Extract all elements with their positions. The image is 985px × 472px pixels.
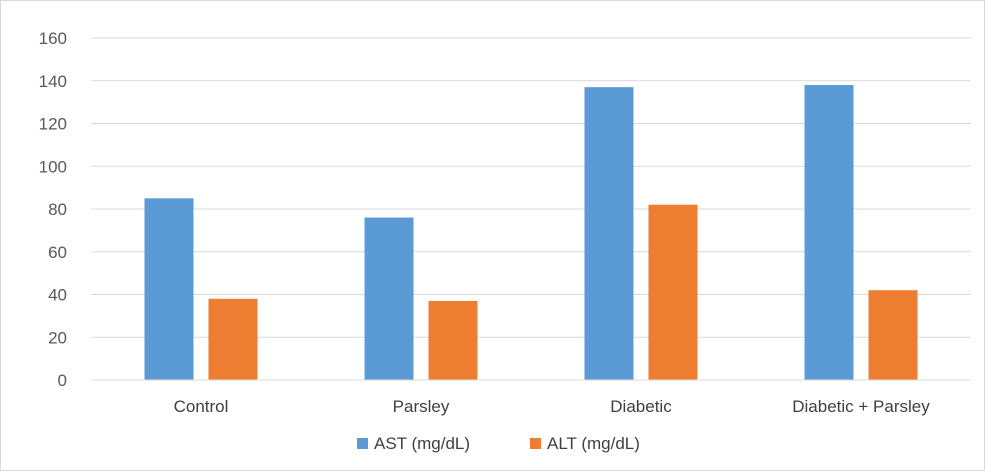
legend-swatch [530, 438, 541, 449]
y-tick-label: 160 [39, 29, 67, 48]
bar-ast-control [144, 198, 194, 380]
y-tick-label: 120 [39, 115, 67, 134]
y-tick-label: 0 [58, 371, 67, 390]
y-tick-label: 20 [48, 328, 67, 347]
y-tick-label: 40 [48, 286, 67, 305]
x-category-label: Control [174, 397, 229, 416]
legend-label: AST (mg/dL) [374, 434, 470, 453]
gridlines [91, 37, 971, 338]
y-tick-label: 80 [48, 200, 67, 219]
x-category-label: Parsley [393, 397, 450, 416]
legend-swatch [357, 438, 368, 449]
bar-alt-parsley [428, 300, 478, 380]
bars [144, 85, 918, 381]
bar-ast-diabetic-parsley [804, 85, 854, 381]
y-axis-tick-labels: 0 20 40 60 80 100 120 140 160 [39, 29, 67, 390]
legend-label: ALT (mg/dL) [547, 434, 640, 453]
x-axis-category-labels: Control Parsley Diabetic Diabetic + Parsley [174, 397, 931, 416]
y-tick-label: 140 [39, 72, 67, 91]
bar-alt-diabetic-parsley [868, 290, 918, 380]
x-category-label: Diabetic + Parsley [792, 397, 930, 416]
bar-ast-diabetic [584, 87, 634, 380]
legend: AST (mg/dL) ALT (mg/dL) [357, 434, 640, 453]
bar-alt-control [208, 298, 258, 380]
bar-ast-parsley [364, 217, 414, 380]
x-category-label: Diabetic [610, 397, 672, 416]
bar-alt-diabetic [648, 204, 698, 380]
y-tick-label: 60 [48, 243, 67, 262]
y-tick-label: 100 [39, 157, 67, 176]
